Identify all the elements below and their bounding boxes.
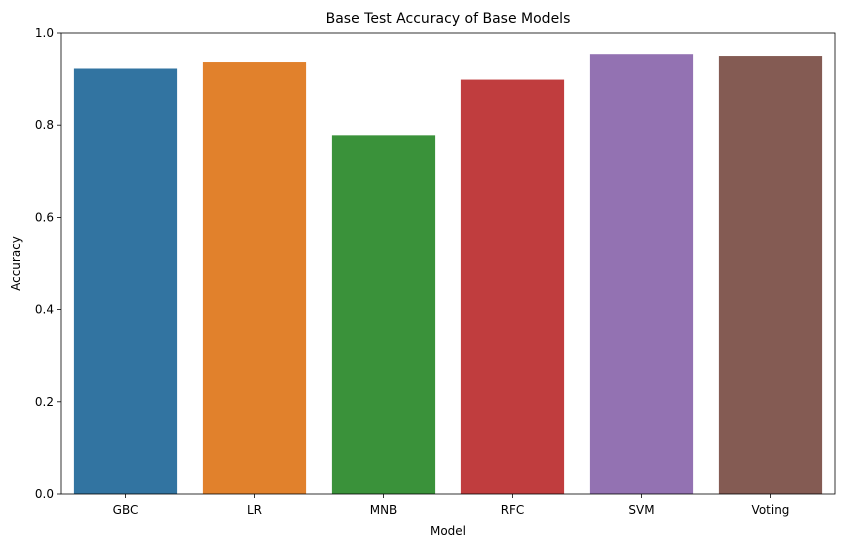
y-axis-label: Accuracy — [9, 236, 23, 291]
chart-title: Base Test Accuracy of Base Models — [326, 11, 571, 27]
x-tick-label: SVM — [628, 503, 654, 517]
y-tick-label: 1.0 — [35, 26, 54, 40]
y-axis-ticks: 0.0 0.2 0.4 0.6 0.8 1.0 — [35, 26, 61, 501]
y-tick-label: 0.6 — [35, 210, 54, 224]
x-tick-label: RFC — [501, 503, 525, 517]
bar-lr — [202, 62, 307, 494]
bar-gbc — [73, 68, 178, 494]
y-tick-label: 0.0 — [35, 487, 54, 501]
x-tick-label: LR — [247, 503, 262, 517]
x-tick-label: Voting — [752, 503, 790, 517]
x-tick-label: MNB — [370, 503, 398, 517]
bar-rfc — [460, 79, 565, 494]
x-axis-label: Model — [430, 524, 466, 538]
bar-mnb — [331, 135, 436, 495]
y-tick-label: 0.4 — [35, 303, 54, 317]
y-tick-label: 0.8 — [35, 118, 54, 132]
bar-voting — [718, 56, 823, 495]
x-axis-ticks: GBC LR MNB RFC SVM Voting — [113, 494, 790, 517]
plot-area-frame — [60, 32, 836, 495]
bar-svm — [589, 54, 694, 495]
y-tick-label: 0.2 — [35, 395, 54, 409]
x-tick-label: GBC — [113, 503, 139, 517]
bar-group — [73, 54, 823, 495]
